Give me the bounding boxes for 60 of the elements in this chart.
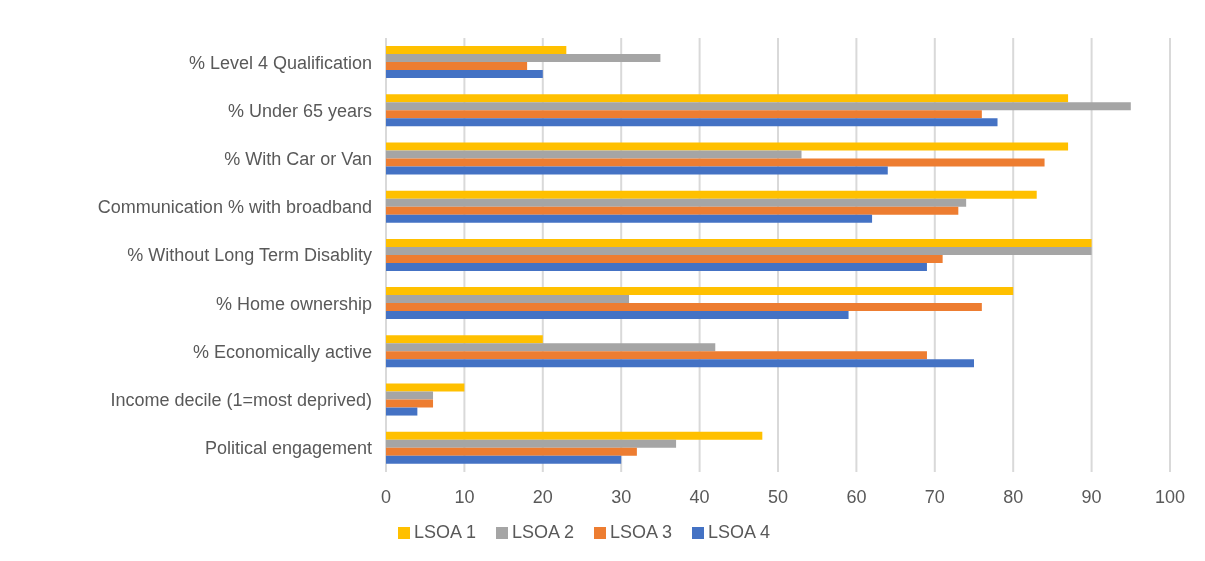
bar	[386, 214, 873, 223]
bar	[386, 102, 1131, 111]
x-tick-label: 90	[1081, 486, 1102, 507]
y-tick-label: Income decile (1=most deprived)	[110, 390, 372, 411]
bar	[386, 62, 528, 70]
x-tick-label: 70	[924, 486, 945, 507]
bar	[386, 295, 630, 304]
bar	[386, 391, 434, 400]
bar	[386, 46, 567, 54]
x-tick-label: 50	[767, 486, 789, 507]
bar	[386, 198, 967, 207]
bar	[386, 439, 677, 448]
bar	[386, 303, 982, 312]
x-tick-label: 40	[689, 486, 710, 507]
bar	[386, 335, 543, 344]
bar	[386, 190, 1037, 199]
legend-label: LSOA 3	[610, 522, 673, 542]
bar	[386, 431, 763, 440]
bar	[386, 142, 1069, 151]
bar	[386, 383, 465, 392]
bar	[386, 118, 998, 127]
y-tick-label: Political engagement	[204, 438, 372, 459]
bar	[386, 110, 982, 119]
bar	[386, 206, 959, 215]
bar	[386, 407, 418, 416]
bar	[386, 343, 716, 352]
bar	[386, 447, 637, 456]
bar	[386, 351, 927, 360]
y-tick-label: % Under 65 years	[227, 100, 372, 121]
bar	[386, 455, 622, 464]
bar	[386, 54, 661, 62]
legend-label: LSOA 1	[413, 522, 476, 542]
x-tick-label: 100	[1154, 486, 1186, 507]
bar	[386, 246, 1092, 255]
legend-label: LSOA 2	[511, 522, 574, 542]
bar	[386, 287, 1014, 296]
bar	[386, 359, 974, 368]
legend-label: LSOA 4	[708, 522, 771, 542]
x-tick-label: 30	[611, 486, 632, 507]
x-tick-label: 0	[380, 486, 392, 507]
bar	[386, 262, 927, 271]
bar	[386, 254, 943, 263]
x-tick-label: 10	[454, 486, 475, 507]
bar	[386, 70, 543, 78]
bar	[386, 158, 1045, 167]
bar	[386, 150, 802, 159]
y-tick-label: Communication % with broadband	[97, 197, 372, 218]
bar	[386, 311, 849, 320]
x-tick-label: 20	[532, 486, 553, 507]
y-tick-label: % With Car or Van	[224, 148, 372, 169]
bar	[386, 94, 1069, 103]
x-tick-label: 80	[1003, 486, 1024, 507]
bar	[386, 399, 434, 408]
y-tick-label: % Economically active	[192, 341, 372, 362]
y-tick-label: % Without Long Term Disablity	[127, 245, 372, 266]
x-tick-label: 60	[846, 486, 867, 507]
y-tick-label: % Level 4 Qualification	[188, 52, 372, 73]
bar	[386, 238, 1092, 247]
y-tick-label: % Home ownership	[215, 293, 372, 314]
bar	[386, 166, 888, 175]
